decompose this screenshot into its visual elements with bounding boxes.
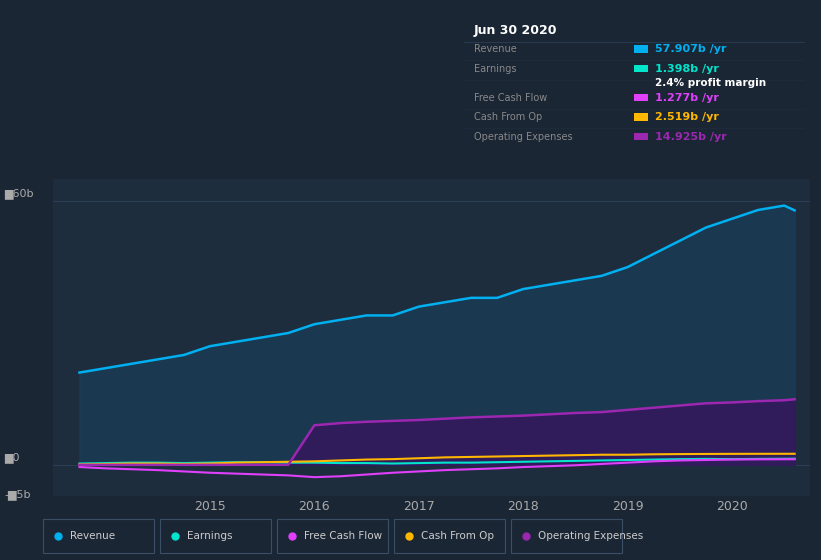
Text: Revenue: Revenue [71, 531, 116, 541]
Text: 2.4% profit margin: 2.4% profit margin [654, 78, 766, 87]
Bar [635, 64, 648, 72]
Text: Cash From Op: Cash From Op [421, 531, 494, 541]
Text: 14.925b /yr: 14.925b /yr [654, 132, 727, 142]
Text: Free Cash Flow: Free Cash Flow [474, 93, 548, 103]
Bar [635, 94, 648, 101]
Bar [635, 133, 648, 140]
Text: Operating Expenses: Operating Expenses [474, 132, 573, 142]
Text: Cash From Op: Cash From Op [474, 113, 543, 122]
Text: 57.907b /yr: 57.907b /yr [654, 44, 726, 54]
Bar [635, 45, 648, 53]
Text: ▇0: ▇0 [4, 452, 20, 463]
Text: Operating Expenses: Operating Expenses [538, 531, 643, 541]
Text: 1.398b /yr: 1.398b /yr [654, 64, 718, 74]
Text: Revenue: Revenue [474, 44, 517, 54]
Text: 1.277b /yr: 1.277b /yr [654, 93, 718, 103]
Text: Earnings: Earnings [187, 531, 232, 541]
Text: ▇60b: ▇60b [4, 188, 34, 199]
Text: -▇5b: -▇5b [4, 489, 30, 500]
Text: Jun 30 2020: Jun 30 2020 [474, 24, 557, 38]
Text: Earnings: Earnings [474, 64, 516, 74]
Text: 2.519b /yr: 2.519b /yr [654, 113, 718, 122]
Bar [635, 113, 648, 121]
Text: Free Cash Flow: Free Cash Flow [304, 531, 382, 541]
